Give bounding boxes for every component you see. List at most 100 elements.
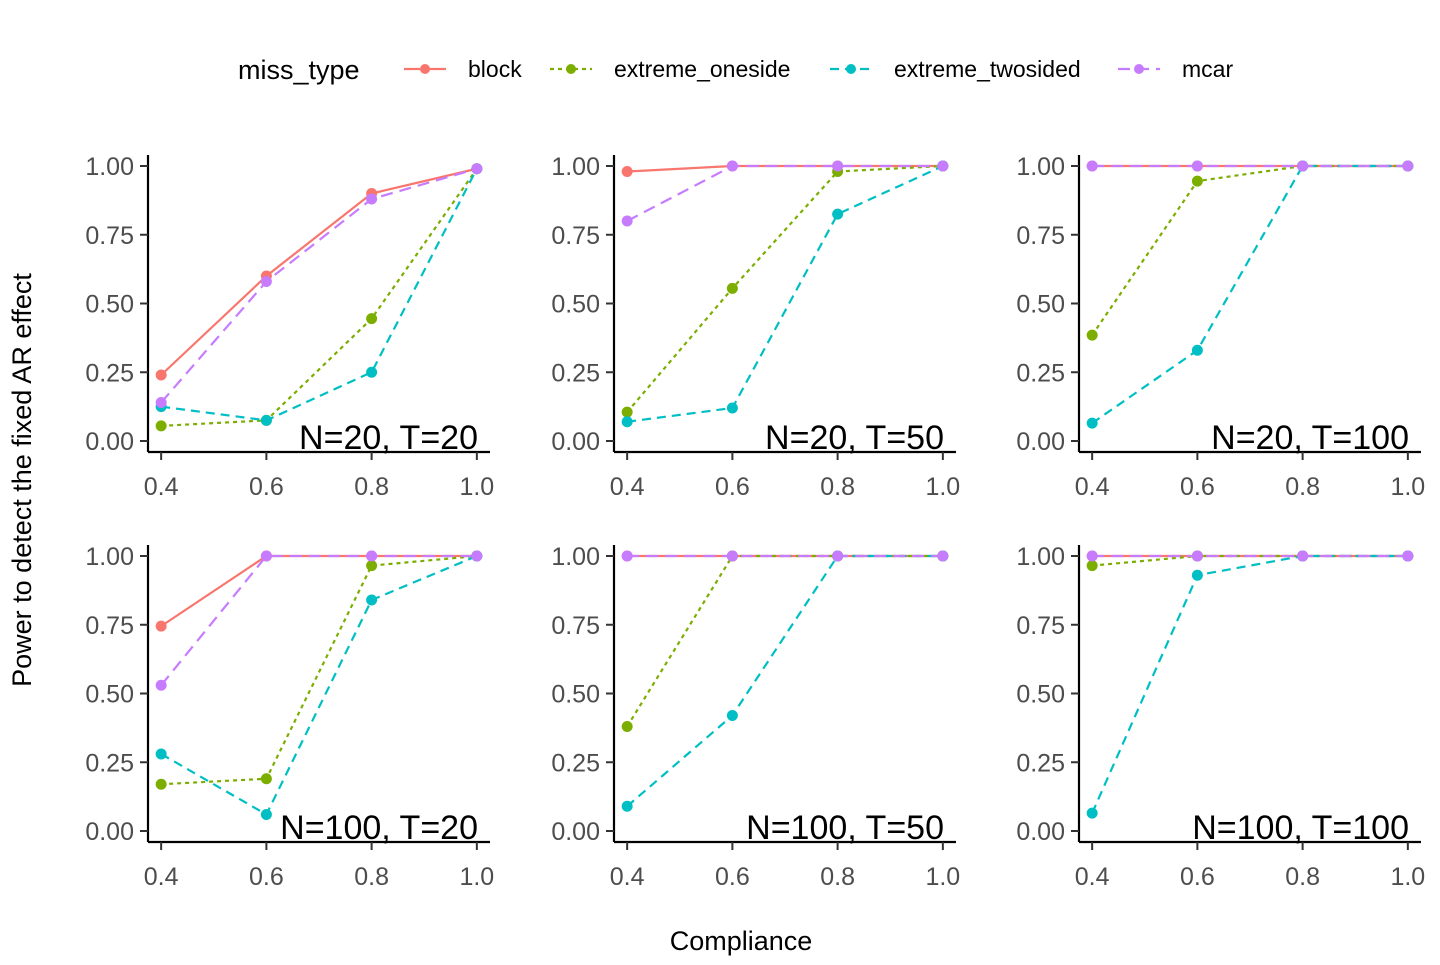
x-tick-label: 1.0 [925, 473, 960, 501]
y-tick-label: 1.00 [551, 543, 600, 571]
data-point-mcar [155, 397, 167, 408]
panel: 0.00 0.25 0.50 0.75 1.00 0.4 0.6 0.8 1.0 N=20, T=… [1016, 153, 1425, 501]
data-point-extreme_twosided [1191, 569, 1203, 581]
series-line-extreme_oneside [626, 554, 943, 728]
y-tick-label: 0.75 [1016, 222, 1065, 250]
data-point-extreme_twosided [260, 414, 272, 426]
series-line-extreme_oneside [161, 554, 477, 786]
y-tick-label: 0.25 [1016, 359, 1065, 387]
x-tick-label: 1.0 [1390, 473, 1425, 501]
y-tick-label: 0.25 [551, 359, 600, 387]
panel-label: N=100, T=20 [280, 809, 478, 847]
data-point-extreme_twosided [1086, 807, 1098, 819]
y-tick-label: 0.00 [551, 818, 600, 846]
legend-key-point [420, 64, 430, 74]
y-tick-label: 0.25 [85, 749, 134, 777]
data-point-extreme_oneside [366, 313, 378, 325]
y-axis-title: Power to detect the fixed AR effect [7, 273, 37, 687]
panel-label: N=100, T=50 [746, 809, 944, 847]
panel: 0.00 0.25 0.50 0.75 1.00 0.4 0.6 0.8 1.0 N=100, T… [1016, 543, 1425, 891]
data-point-mcar [471, 163, 483, 175]
series-line-extreme_twosided [160, 554, 478, 817]
legend-key-point [566, 64, 576, 74]
series-line-extreme_oneside [1092, 554, 1408, 567]
x-tick-label: 0.4 [144, 863, 179, 891]
series-line-block [160, 554, 477, 628]
data-point-extreme_twosided [1086, 417, 1098, 429]
x-tick-label: 0.6 [715, 863, 750, 891]
data-point-mcar [1297, 550, 1309, 562]
y-tick-label: 0.00 [1016, 818, 1065, 846]
data-point-block [155, 369, 167, 381]
y-tick-label: 1.00 [85, 153, 134, 181]
data-point-extreme_twosided [260, 809, 272, 820]
y-tick-label: 1.00 [551, 153, 600, 181]
legend-key-point [846, 64, 856, 74]
series-line-extreme_oneside [161, 168, 478, 427]
panel-label: N=100, T=100 [1192, 809, 1409, 847]
y-tick-label: 1.00 [1016, 153, 1065, 181]
x-tick-label: 0.8 [354, 473, 389, 501]
x-tick-label: 1.0 [459, 863, 494, 891]
series-line-extreme_twosided [161, 168, 478, 422]
y-tick-label: 0.00 [85, 428, 134, 456]
x-tick-label: 0.6 [1180, 863, 1215, 891]
data-point-mcar [471, 550, 483, 562]
legend-label: block [468, 56, 522, 82]
data-point-mcar [366, 193, 378, 205]
legend-label: mcar [1182, 56, 1233, 82]
data-point-block [621, 166, 633, 177]
y-tick-label: 0.75 [551, 612, 600, 640]
x-tick-label: 0.8 [354, 863, 389, 891]
x-tick-label: 0.6 [249, 473, 284, 501]
legend-label: extreme_twosided [894, 56, 1081, 82]
legend-item-mcar: mcar [1118, 56, 1233, 82]
panel-label: N=20, T=50 [765, 419, 944, 457]
data-point-block [155, 620, 167, 632]
x-tick-label: 0.4 [144, 473, 179, 501]
legend-key-point [1134, 64, 1144, 74]
data-point-mcar [937, 550, 949, 562]
y-tick-label: 0.50 [551, 681, 600, 709]
y-tick-label: 0.50 [85, 681, 134, 709]
y-tick-label: 0.50 [551, 291, 600, 319]
y-tick-label: 0.75 [85, 612, 134, 640]
x-tick-label: 0.8 [1285, 473, 1320, 501]
x-tick-label: 0.4 [1075, 473, 1110, 501]
data-point-extreme_oneside [155, 778, 167, 790]
data-point-mcar [366, 550, 378, 562]
panel-label: N=20, T=100 [1211, 419, 1409, 457]
data-point-mcar [1191, 160, 1203, 172]
y-tick-label: 0.50 [1016, 291, 1065, 319]
legend: miss_type block extreme_oneside extreme_tw… [238, 55, 1233, 85]
legend-item-extreme_twosided: extreme_twosided [830, 56, 1081, 82]
data-point-extreme_oneside [155, 420, 167, 432]
x-axis-title: Compliance [670, 926, 813, 956]
series-line-mcar [626, 164, 943, 222]
data-point-mcar [1402, 550, 1414, 562]
data-point-extreme_oneside [260, 773, 272, 785]
data-point-mcar [832, 160, 844, 172]
data-point-mcar [260, 276, 272, 287]
data-point-mcar [1402, 160, 1414, 172]
data-point-mcar [832, 550, 844, 562]
data-point-extreme_twosided [366, 366, 378, 378]
data-point-extreme_twosided [726, 710, 738, 721]
x-tick-label: 0.6 [249, 863, 284, 891]
y-tick-label: 0.00 [1016, 428, 1065, 456]
panel: 0.00 0.25 0.50 0.75 1.00 0.4 0.6 0.8 1.0 N=20, T=… [85, 153, 494, 501]
panel: 0.00 0.25 0.50 0.75 1.00 0.4 0.6 0.8 1.0 N=100, T… [551, 543, 960, 891]
series-line-extreme_twosided [1091, 164, 1408, 425]
panels: 0.00 0.25 0.50 0.75 1.00 0.4 0.6 0.8 1.0 N=20, T=… [85, 153, 1425, 891]
series-line-mcar [160, 167, 478, 404]
y-tick-label: 1.00 [1016, 543, 1065, 571]
data-point-mcar [621, 550, 633, 562]
data-point-extreme_oneside [1191, 175, 1203, 187]
data-point-mcar [1086, 160, 1098, 172]
x-tick-label: 0.4 [1075, 863, 1110, 891]
y-tick-label: 1.00 [85, 543, 134, 571]
y-tick-label: 0.50 [85, 291, 134, 319]
series-line-mcar [160, 554, 477, 686]
